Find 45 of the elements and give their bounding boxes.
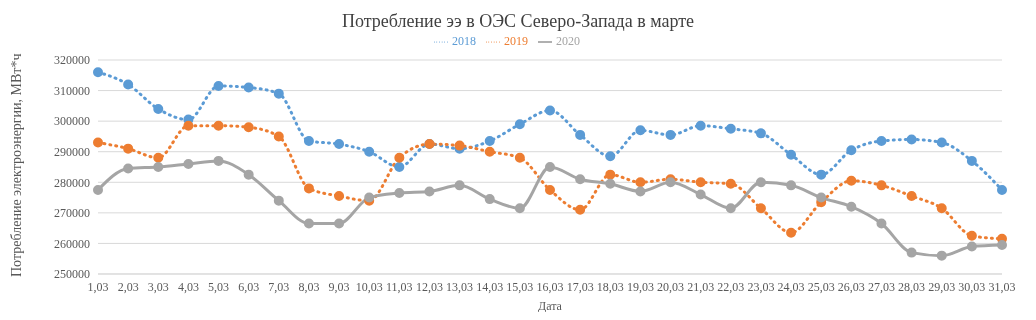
x-tick-label: 14,03 (476, 279, 504, 294)
x-tick-label: 10,03 (355, 279, 383, 294)
x-tick-label: 25,03 (807, 279, 835, 294)
x-tick-label: 12,03 (415, 279, 443, 294)
x-tick-label: 18,03 (596, 279, 624, 294)
x-tick-label: 30,03 (958, 279, 986, 294)
y-tick-label: 320000 (54, 53, 90, 68)
x-tick-label: 4,03 (177, 279, 199, 294)
x-tick-label: 9,03 (328, 279, 350, 294)
x-tick-label: 6,03 (238, 279, 260, 294)
x-tick-label: 21,03 (687, 279, 715, 294)
x-tick-label: 26,03 (837, 279, 865, 294)
legend-label: 2019 (504, 34, 528, 48)
x-tick-label: 11,03 (386, 279, 413, 294)
x-tick-label: 13,03 (446, 279, 474, 294)
x-tick-label: 7,03 (268, 279, 290, 294)
x-tick-label: 16,03 (536, 279, 564, 294)
x-tick-label: 3,03 (147, 279, 169, 294)
x-tick-label: 23,03 (747, 279, 775, 294)
x-tick-label: 1,03 (87, 279, 109, 294)
x-tick-label: 22,03 (717, 279, 745, 294)
x-tick-label: 19,03 (626, 279, 654, 294)
x-tick-label: 2,03 (117, 279, 139, 294)
chart-title: Потребление ээ в ОЭС Северо-Запада в марте (340, 10, 696, 33)
y-tick-label: 290000 (54, 144, 90, 159)
x-tick-label: 15,03 (506, 279, 534, 294)
x-tick-label: 28,03 (898, 279, 926, 294)
x-tick-label: 17,03 (566, 279, 594, 294)
x-tick-label: 5,03 (208, 279, 230, 294)
x-tick-label: 8,03 (298, 279, 320, 294)
y-tick-label: 260000 (54, 236, 90, 251)
y-tick-label: 300000 (54, 114, 90, 129)
x-tick-label: 20,03 (657, 279, 685, 294)
x-tick-label: 31,03 (988, 279, 1016, 294)
y-tick-label: 310000 (54, 83, 90, 98)
x-axis-title: Дата (538, 299, 563, 313)
y-tick-label: 250000 (54, 267, 90, 282)
y-tick-label: 270000 (54, 206, 90, 221)
legend-label: 2020 (556, 34, 580, 48)
x-tick-label: 27,03 (867, 279, 895, 294)
legend-label: 2018 (452, 34, 476, 48)
x-tick-label: 29,03 (928, 279, 956, 294)
x-tick-label: 24,03 (777, 279, 805, 294)
y-tick-label: 280000 (54, 175, 90, 190)
y-axis-title: Потребление электроэнергии, МВт*ч (8, 53, 24, 277)
